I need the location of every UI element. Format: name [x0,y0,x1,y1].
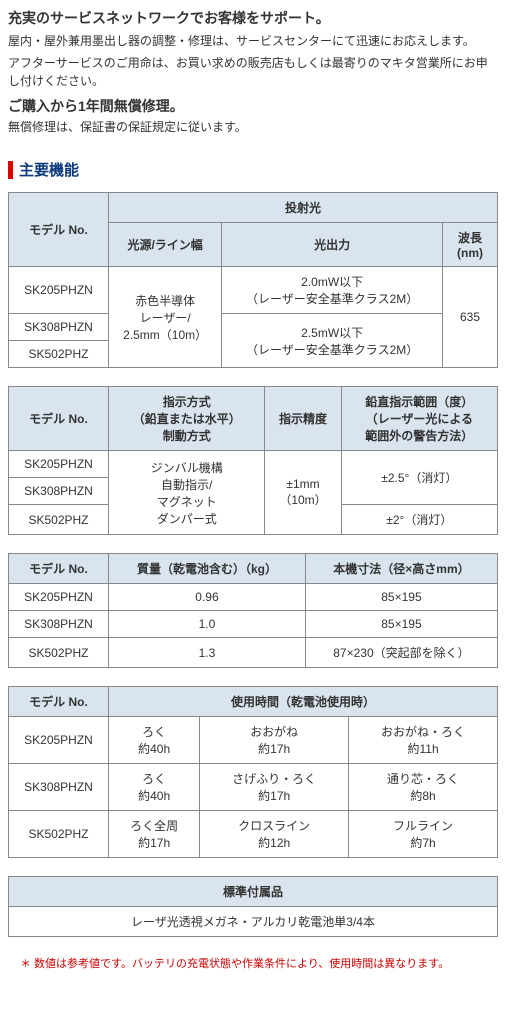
size-cell: 85×195 [305,611,497,638]
range-cell: ±2.5°（消灯） [341,451,497,505]
table-accessories: 標準付属品 レーザ光透視メガネ・アルカリ乾電池単3/4本 [8,876,498,937]
th-method: 指示方式（鉛直または水平）制動方式 [109,387,265,451]
method-cell: ジンバル機構自動指示/マグネットダンパー式 [109,451,265,535]
model-cell: SK205PHZN [9,451,109,478]
model-cell: SK308PHZN [9,478,109,505]
model-cell: SK502PHZ [9,811,109,858]
table-usage-time: モデル No. 使用時間（乾電池使用時） SK205PHZN ろく約40h おお… [8,686,498,858]
usage-cell: ろく約40h [109,764,200,811]
usage-cell: ろく全周約17h [109,811,200,858]
output-cell: 2.5mW以下（レーザー安全基準クラス2M） [222,314,443,368]
usage-cell: クロスライン約12h [200,811,349,858]
warranty-title: ご購入から1年間無償修理。 [8,96,498,116]
section-title: 主要機能 [19,159,79,180]
model-cell: SK308PHZN [9,611,109,638]
model-cell: SK502PHZ [9,341,109,368]
accessories-cell: レーザ光透視メガネ・アルカリ乾電池単3/4本 [9,907,498,937]
mass-cell: 0.96 [109,584,306,611]
model-cell: SK502PHZ [9,505,109,535]
output-cell: 2.0mW以下（レーザー安全基準クラス2M） [222,267,443,314]
intro-title: 充実のサービスネットワークでお客様をサポート。 [8,8,498,28]
mass-cell: 1.3 [109,638,306,668]
table-mass-size: モデル No. 質量（乾電池含む）（kg） 本機寸法（径×高さmm） SK205… [8,553,498,668]
th-model: モデル No. [9,387,109,451]
model-cell: SK308PHZN [9,314,109,341]
usage-cell: さげふり・ろく約17h [200,764,349,811]
usage-cell: おおがね約17h [200,717,349,764]
th-projection: 投射光 [109,193,498,223]
source-cell: 赤色半導体レーザー/2.5mm（10m） [109,267,222,368]
intro-line2: アフターサービスのご用命は、お買い求めの販売店もしくは最寄りのマキタ営業所にお申… [8,54,498,90]
th-range: 鉛直指示範囲（度）（レーザー光による範囲外の警告方法） [341,387,497,451]
section-bar [8,161,13,179]
th-wavelength: 波長(nm) [443,223,498,267]
range-cell: ±2°（消灯） [341,505,497,535]
intro-line1: 屋内・屋外兼用墨出し器の調整・修理は、サービスセンターにて迅速にお応えします。 [8,32,498,50]
footnote: ＊ 数値は参考値です。バッテリの充電状態や作業条件により、使用時間は異なります。 [8,955,498,971]
th-mass: 質量（乾電池含む）（kg） [109,554,306,584]
model-cell: SK205PHZN [9,267,109,314]
th-source: 光源/ライン幅 [109,223,222,267]
accuracy-cell: ±1mm（10m） [265,451,341,535]
usage-cell: おおがね・ろく約11h [349,717,498,764]
usage-cell: フルライン約7h [349,811,498,858]
size-cell: 87×230（突起部を除く） [305,638,497,668]
model-cell: SK502PHZ [9,638,109,668]
th-usage: 使用時間（乾電池使用時） [109,687,498,717]
model-cell: SK205PHZN [9,584,109,611]
th-size: 本機寸法（径×高さmm） [305,554,497,584]
wavelength-cell: 635 [443,267,498,368]
mass-cell: 1.0 [109,611,306,638]
model-cell: SK308PHZN [9,764,109,811]
usage-cell: ろく約40h [109,717,200,764]
table-projection: モデル No. 投射光 光源/ライン幅 光出力 波長(nm) SK205PHZN… [8,192,498,368]
th-accuracy: 指示精度 [265,387,341,451]
size-cell: 85×195 [305,584,497,611]
model-cell: SK205PHZN [9,717,109,764]
th-output: 光出力 [222,223,443,267]
th-model: モデル No. [9,554,109,584]
th-accessories: 標準付属品 [9,877,498,907]
warranty-text: 無償修理は、保証書の保証規定に従います。 [8,118,498,135]
th-model: モデル No. [9,687,109,717]
usage-cell: 通り芯・ろく約8h [349,764,498,811]
table-indication: モデル No. 指示方式（鉛直または水平）制動方式 指示精度 鉛直指示範囲（度）… [8,386,498,535]
th-model: モデル No. [9,193,109,267]
section-header: 主要機能 [8,159,498,180]
